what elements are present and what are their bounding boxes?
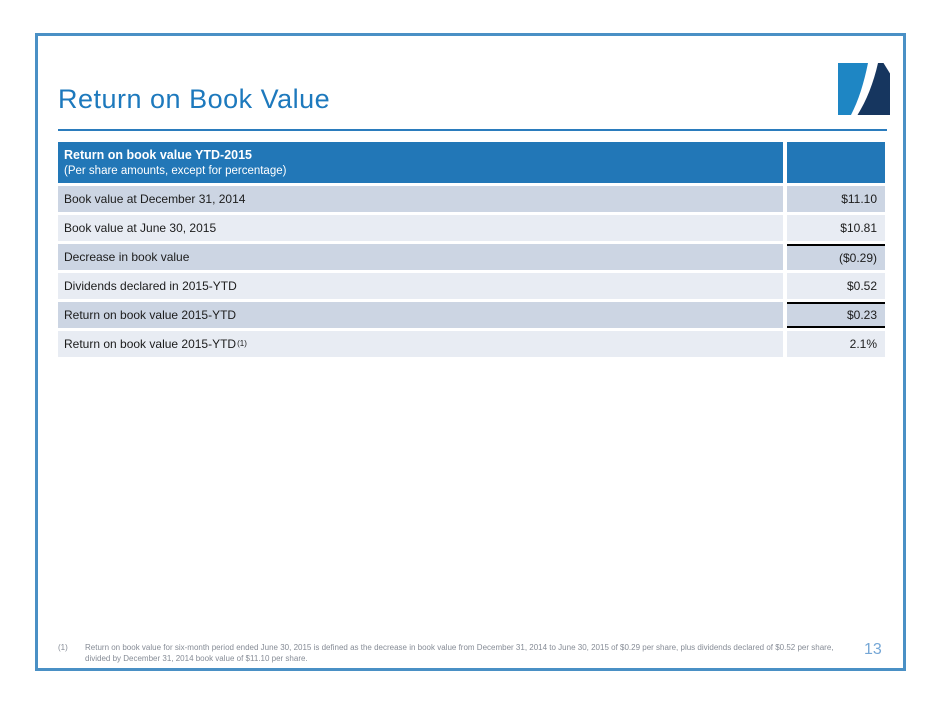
- footnote-marker: (1): [58, 643, 68, 652]
- table-header-value-cell: [787, 142, 885, 183]
- table-row-label: Dividends declared in 2015-YTD: [58, 273, 783, 299]
- footnote: (1) Return on book value for six-month p…: [58, 642, 848, 664]
- table-row-value: 2.1%: [787, 331, 885, 357]
- table-header-title: Return on book value YTD-2015: [64, 147, 253, 162]
- table-header-subtitle: (Per share amounts, except for percentag…: [64, 164, 287, 177]
- page-number: 13: [864, 641, 882, 658]
- table-row-label-text: Return on book value 2015-YTD: [64, 337, 237, 351]
- table-row-value: ($0.29): [787, 244, 885, 270]
- table-row-value: $11.10: [787, 186, 885, 212]
- table-row-label: Decrease in book value: [58, 244, 783, 270]
- table-row-label: Book value at June 30, 2015: [58, 215, 783, 241]
- company-swoosh-logo-icon: [838, 63, 890, 115]
- table-row-label: Book value at December 31, 2014: [58, 186, 783, 212]
- page-title: Return on Book Value: [58, 84, 331, 114]
- title-divider: [58, 129, 887, 131]
- table-row-value: $10.81: [787, 215, 885, 241]
- return-on-book-value-table: Return on book value YTD-2015 (Per share…: [58, 142, 885, 357]
- table-row-label: Return on book value 2015-YTD: [58, 302, 783, 328]
- table-row-value: $0.52: [787, 273, 885, 299]
- footnote-text: Return on book value for six-month perio…: [85, 643, 834, 663]
- table-row-label: Return on book value 2015-YTD (1): [58, 331, 783, 357]
- table-row-value: $0.23: [787, 302, 885, 328]
- table-header-label-cell: Return on book value YTD-2015 (Per share…: [58, 142, 783, 183]
